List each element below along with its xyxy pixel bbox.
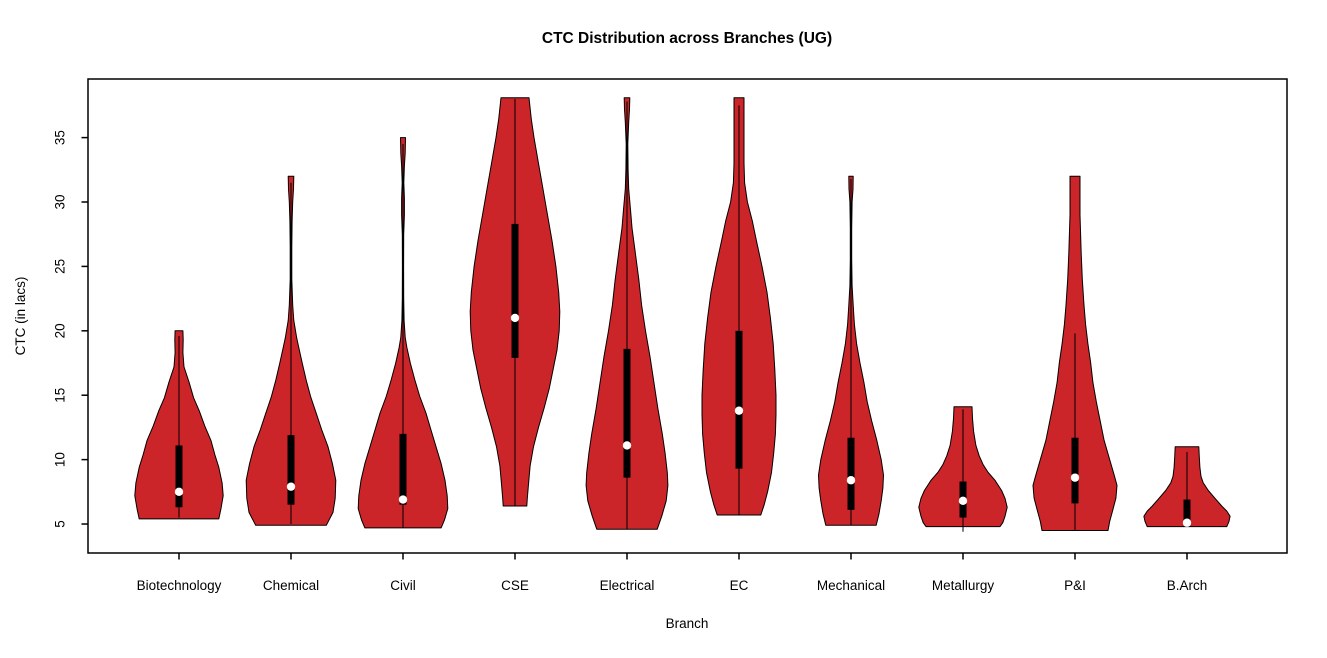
iqr-box bbox=[175, 445, 183, 508]
y-tick-label: 5 bbox=[53, 520, 68, 528]
x-tick-label: Chemical bbox=[263, 578, 319, 593]
plot-frame bbox=[87, 78, 1288, 554]
iqr-box bbox=[1183, 499, 1191, 525]
x-tick-label: Mechanical bbox=[817, 578, 885, 593]
violin-civil bbox=[357, 137, 449, 529]
median-dot bbox=[510, 313, 520, 323]
median-dot bbox=[1182, 518, 1192, 527]
iqr-box bbox=[623, 348, 631, 478]
y-axis-title: CTC (in lacs) bbox=[13, 277, 28, 356]
violin-metallurgy bbox=[918, 406, 1008, 532]
x-tick-label: P&I bbox=[1064, 578, 1086, 593]
y-tick-label: 25 bbox=[53, 259, 68, 274]
y-tick-label: 15 bbox=[53, 388, 68, 403]
median-dot bbox=[622, 441, 632, 450]
x-axis-title: Branch bbox=[666, 616, 709, 631]
violin-mechanical bbox=[818, 175, 884, 526]
y-tick-label: 20 bbox=[53, 323, 68, 338]
median-dot bbox=[846, 476, 856, 485]
iqr-box bbox=[735, 330, 743, 469]
median-dot bbox=[734, 406, 744, 415]
x-tick-label: Metallurgy bbox=[932, 578, 995, 593]
violins-layer bbox=[134, 97, 1231, 532]
iqr-box bbox=[287, 435, 295, 505]
x-tick-label: Civil bbox=[390, 578, 416, 593]
iqr-box bbox=[399, 433, 407, 505]
violin-electrical bbox=[585, 97, 669, 530]
x-tick-label: EC bbox=[730, 578, 749, 593]
y-tick-label: 35 bbox=[53, 130, 68, 145]
iqr-box bbox=[511, 223, 519, 358]
y-tick-label: 10 bbox=[53, 452, 68, 467]
violin-ec bbox=[701, 97, 777, 516]
violin-p-i bbox=[1032, 175, 1118, 531]
axes-layer: 5 10 15 20 25 30 35 Biotechnology Chemical Civil C… bbox=[53, 130, 1208, 593]
y-tick-label: 30 bbox=[53, 194, 68, 209]
violin-biotechnology bbox=[134, 330, 224, 520]
violin-cse bbox=[469, 97, 561, 507]
x-tick-label: Biotechnology bbox=[137, 578, 222, 593]
median-dot bbox=[286, 482, 296, 491]
median-dot bbox=[174, 487, 184, 497]
violin-b-arch bbox=[1143, 446, 1231, 528]
x-tick-label: CSE bbox=[501, 578, 529, 593]
iqr-box bbox=[847, 437, 855, 510]
x-tick-label: B.Arch bbox=[1167, 578, 1208, 593]
chart-title: CTC Distribution across Branches (UG) bbox=[542, 30, 832, 47]
median-dot bbox=[958, 496, 968, 506]
violin-chemical bbox=[245, 175, 337, 526]
median-dot bbox=[1070, 473, 1080, 482]
median-dot bbox=[398, 495, 408, 504]
x-tick-label: Electrical bbox=[600, 578, 655, 593]
iqr-box bbox=[1071, 437, 1079, 504]
